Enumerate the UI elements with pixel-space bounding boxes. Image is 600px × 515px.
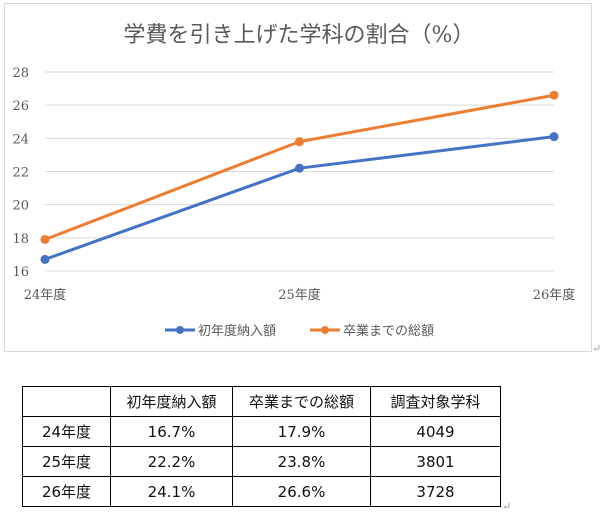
data-point [549, 90, 559, 100]
y-tick-label: 28 [12, 66, 29, 81]
data-point [295, 163, 304, 173]
table-cell [22, 386, 111, 417]
table-cell: 3801 [370, 446, 501, 477]
table-cell: 17.9% [232, 416, 371, 447]
table-cell: 16.7% [110, 416, 233, 447]
y-tick-label: 22 [12, 166, 29, 181]
series-line [44, 135, 555, 261]
y-tick-label: 18 [12, 232, 29, 247]
chart-svg: 学費を引き上げた学科の割合（%） 16 18 20 22 24 26 28 24年度 25年度 26… [12, 23, 576, 339]
y-tick-label: 16 [12, 265, 29, 280]
legend-marker [176, 326, 184, 334]
y-tick-label: 20 [12, 199, 29, 214]
table-cell: 26.6% [232, 476, 371, 507]
x-tick-label: 26年度 [533, 287, 576, 303]
chart-title: 学費を引き上げた学科の割合（%） [124, 23, 475, 48]
data-point [40, 234, 50, 244]
return-mark: ↵ [502, 500, 512, 513]
table-cell: 調査対象学科 [370, 386, 501, 417]
data-point [549, 132, 559, 142]
table-cell: 25年度 [22, 446, 111, 477]
table-row: 24年度 16.7% 17.9% 4049 [22, 416, 501, 447]
table-cell: 3728 [370, 476, 501, 507]
y-tick-label: 24 [12, 132, 29, 147]
table-cell: 4049 [370, 416, 501, 447]
data-point [295, 137, 304, 147]
table-cell: 卒業までの総額 [232, 386, 371, 417]
table-row: 初年度納入額 卒業までの総額 調査対象学科 [22, 386, 501, 417]
data-point [40, 254, 50, 264]
legend-label: 初年度納入額 [198, 323, 276, 339]
table-cell: 初年度納入額 [110, 386, 233, 417]
table-cell: 26年度 [22, 476, 111, 507]
table-row: 25年度 22.2% 23.8% 3801 [22, 446, 501, 477]
legend-marker [321, 326, 329, 334]
legend-label: 卒業までの総額 [343, 323, 434, 339]
line-chart: 学費を引き上げた学科の割合（%） 16 18 20 22 24 26 28 24年度 25年度 26… [4, 3, 592, 352]
table-cell: 23.8% [232, 446, 371, 477]
x-tick-label: 25年度 [278, 287, 321, 303]
y-tick-label: 26 [12, 99, 29, 114]
table-cell: 22.2% [110, 446, 233, 477]
table-cell: 24年度 [22, 416, 111, 447]
table-row: 26年度 24.1% 26.6% 3728 [22, 476, 501, 507]
return-mark: ↵ [592, 342, 600, 355]
x-tick-label: 24年度 [24, 287, 67, 303]
table-cell: 24.1% [110, 476, 233, 507]
data-table: 初年度納入額 卒業までの総額 調査対象学科 24年度 16.7% 17.9% 4049 25年… [22, 386, 501, 507]
